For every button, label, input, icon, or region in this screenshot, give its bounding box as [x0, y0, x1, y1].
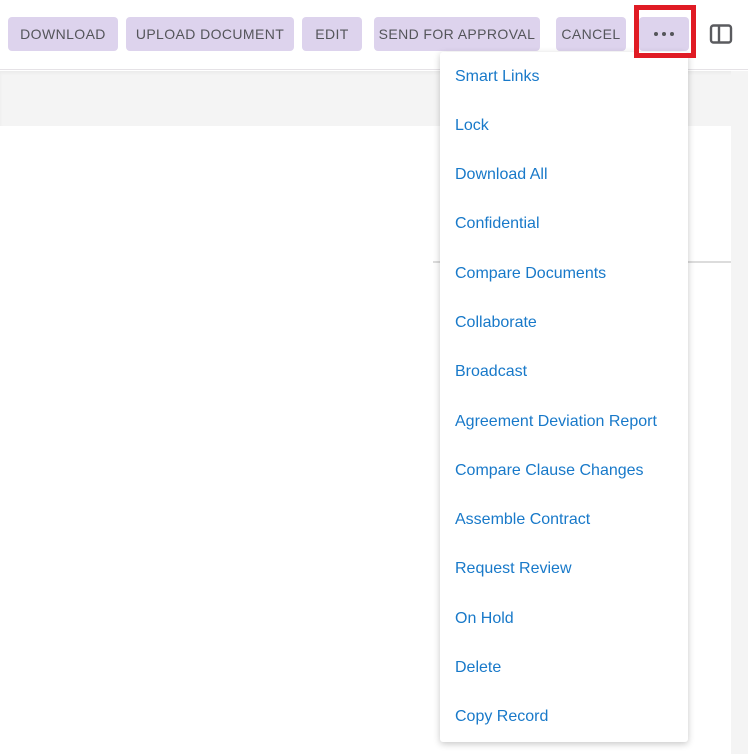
menu-item-smart-links[interactable]: Smart Links: [455, 67, 540, 85]
action-toolbar: DOWNLOAD UPLOAD DOCUMENT EDIT SEND FOR A…: [0, 0, 748, 70]
menu-item-delete[interactable]: Delete: [455, 659, 502, 677]
edit-button[interactable]: EDIT: [302, 17, 362, 51]
menu-item-agreement-deviation-report[interactable]: Agreement Deviation Report: [455, 412, 657, 430]
more-actions-button[interactable]: [639, 17, 689, 51]
ellipsis-icon: [639, 17, 689, 51]
side-panel-icon: [709, 24, 733, 44]
more-actions-menu: Smart Links Lock Download All Confidenti…: [440, 52, 688, 742]
send-for-approval-button[interactable]: SEND FOR APPROVAL: [374, 17, 540, 51]
download-button[interactable]: DOWNLOAD: [8, 17, 118, 51]
menu-item-copy-record[interactable]: Copy Record: [455, 708, 549, 726]
menu-item-on-hold[interactable]: On Hold: [455, 609, 514, 627]
menu-item-lock[interactable]: Lock: [455, 116, 489, 134]
menu-item-compare-clause-changes[interactable]: Compare Clause Changes: [455, 461, 644, 479]
split-view-button[interactable]: [708, 21, 734, 47]
menu-item-collaborate[interactable]: Collaborate: [455, 314, 537, 332]
right-gutter: [731, 71, 748, 754]
menu-item-confidential[interactable]: Confidential: [455, 215, 540, 233]
menu-item-broadcast[interactable]: Broadcast: [455, 363, 528, 381]
upload-document-button[interactable]: UPLOAD DOCUMENT: [126, 17, 294, 51]
menu-item-compare-documents[interactable]: Compare Documents: [455, 264, 607, 282]
cancel-button[interactable]: CANCEL: [556, 17, 626, 51]
menu-item-request-review[interactable]: Request Review: [455, 560, 572, 578]
menu-item-download-all[interactable]: Download All: [455, 166, 548, 184]
menu-item-assemble-contract[interactable]: Assemble Contract: [455, 511, 591, 529]
